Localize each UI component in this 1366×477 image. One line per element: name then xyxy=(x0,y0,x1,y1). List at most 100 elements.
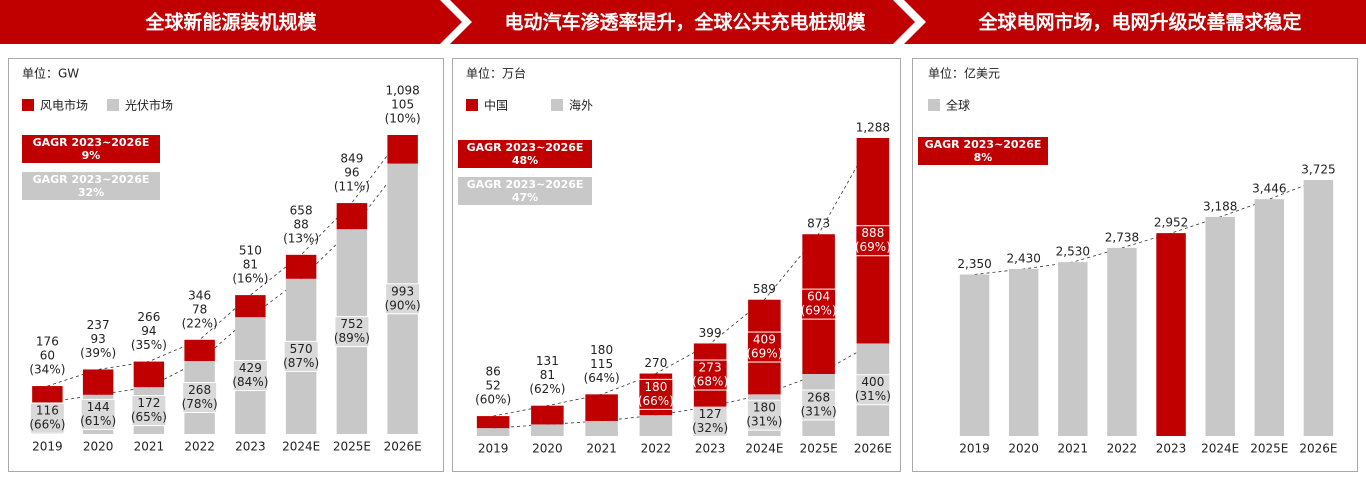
cagr-label: GAGR 2023~2026E xyxy=(467,141,584,154)
panel xyxy=(8,58,444,472)
percent-label: (69%) xyxy=(801,304,837,318)
header-title: 全球电网市场，电网升级改善需求稳定 xyxy=(977,11,1301,34)
cagr-value: 47% xyxy=(512,191,538,204)
label-box xyxy=(801,288,837,320)
x-tick-label: 2021 xyxy=(586,442,617,456)
cagr-value: 32% xyxy=(78,186,104,199)
percent-label: (66%) xyxy=(638,394,674,408)
bar-segment xyxy=(235,295,266,318)
cagr-label: GAGR 2023~2026E xyxy=(467,178,584,191)
label-box xyxy=(182,382,218,414)
cagr-box xyxy=(22,135,160,163)
cagr-label: GAGR 2023~2026E xyxy=(33,173,150,186)
value-label: 2,530 xyxy=(1056,245,1090,259)
value-label: 105 xyxy=(391,98,414,112)
x-tick-label: 2023 xyxy=(695,442,726,456)
value-label: 993 xyxy=(391,284,414,298)
percent-label: (16%) xyxy=(232,272,268,286)
legend-swatch xyxy=(466,99,478,111)
percent-label: (60%) xyxy=(475,393,511,407)
value-label: 888 xyxy=(861,226,884,240)
value-label: 81 xyxy=(243,258,258,272)
bar-segment xyxy=(639,415,673,436)
total-label: 346 xyxy=(188,288,211,302)
x-tick-label: 2025E xyxy=(800,442,838,456)
percent-label: (89%) xyxy=(334,331,370,345)
legend-swatch xyxy=(928,99,940,111)
value-label: 2,350 xyxy=(957,257,991,271)
percent-label: (39%) xyxy=(80,346,116,360)
percent-label: (31%) xyxy=(855,389,891,403)
x-tick-label: 2025E xyxy=(1250,442,1288,456)
value-label: 116 xyxy=(36,404,59,418)
label-box xyxy=(855,374,891,406)
x-tick-label: 2022 xyxy=(641,442,672,456)
header-title: 全球新能源装机规模 xyxy=(144,11,317,34)
total-label: 86 xyxy=(485,365,500,379)
bar-segment xyxy=(336,203,368,230)
unit-label: 单位：万台 xyxy=(466,66,526,81)
legend-label: 中国 xyxy=(484,98,508,113)
percent-label: (68%) xyxy=(692,375,728,389)
unit-label: 单位：亿美元 xyxy=(928,66,1000,81)
cagr-box xyxy=(918,137,1048,165)
label-box xyxy=(131,395,167,427)
x-tick-label: 2024E xyxy=(745,442,783,456)
bar-segment xyxy=(531,424,564,436)
value-label: 2,952 xyxy=(1154,216,1188,230)
bar xyxy=(959,274,990,436)
label-box xyxy=(855,225,891,257)
legend-label: 全球 xyxy=(946,98,970,113)
total-label: 180 xyxy=(590,343,613,357)
bar-segment xyxy=(133,361,165,388)
value-label: 268 xyxy=(188,383,211,397)
percent-label: (66%) xyxy=(29,418,65,432)
percent-label: (87%) xyxy=(283,356,319,370)
value-label: 409 xyxy=(753,333,776,347)
bar-segment xyxy=(531,405,564,425)
cagr-box xyxy=(458,177,592,205)
bar xyxy=(1254,199,1285,436)
value-label: 400 xyxy=(861,375,884,389)
total-label: 1,098 xyxy=(385,84,419,98)
value-label: 172 xyxy=(137,396,160,410)
total-label: 176 xyxy=(36,335,59,349)
value-label: 570 xyxy=(290,342,313,356)
cagr-value: 9% xyxy=(82,149,101,162)
percent-label: (22%) xyxy=(182,316,218,330)
cagr-value: 8% xyxy=(974,151,993,164)
bar-segment xyxy=(387,135,418,164)
x-tick-label: 2020 xyxy=(1008,442,1039,456)
x-tick-label: 2023 xyxy=(235,440,266,454)
bar-segment xyxy=(32,386,63,403)
total-label: 237 xyxy=(87,318,110,332)
total-label: 266 xyxy=(137,310,160,324)
x-tick-label: 2020 xyxy=(83,440,114,454)
bar xyxy=(1303,180,1334,436)
value-label: 127 xyxy=(699,407,722,421)
x-tick-label: 2024E xyxy=(1201,442,1239,456)
percent-label: (31%) xyxy=(801,404,837,418)
value-label: 144 xyxy=(87,400,110,414)
bar-segment xyxy=(585,420,618,436)
total-label: 270 xyxy=(644,356,667,370)
x-tick-label: 2019 xyxy=(959,442,990,456)
bar-segment xyxy=(285,254,317,279)
bar-segment xyxy=(476,428,510,436)
bar xyxy=(1008,268,1039,436)
legend-label: 海外 xyxy=(569,98,593,113)
x-tick-label: 2021 xyxy=(134,440,165,454)
x-tick-label: 2021 xyxy=(1058,442,1089,456)
header-title: 电动汽车渗透率提升，全球公共充电桩规模 xyxy=(504,11,866,34)
value-label: 115 xyxy=(590,357,613,371)
cagr-value: 48% xyxy=(512,154,538,167)
value-label: 180 xyxy=(753,401,776,415)
bar xyxy=(1107,247,1137,436)
x-tick-label: 2019 xyxy=(478,442,509,456)
header-band xyxy=(0,0,462,44)
x-tick-label: 2025E xyxy=(333,440,371,454)
percent-label: (11%) xyxy=(334,180,370,194)
x-tick-label: 2024E xyxy=(282,440,320,454)
percent-label: (10%) xyxy=(385,112,421,126)
value-label: 3,725 xyxy=(1301,163,1335,177)
